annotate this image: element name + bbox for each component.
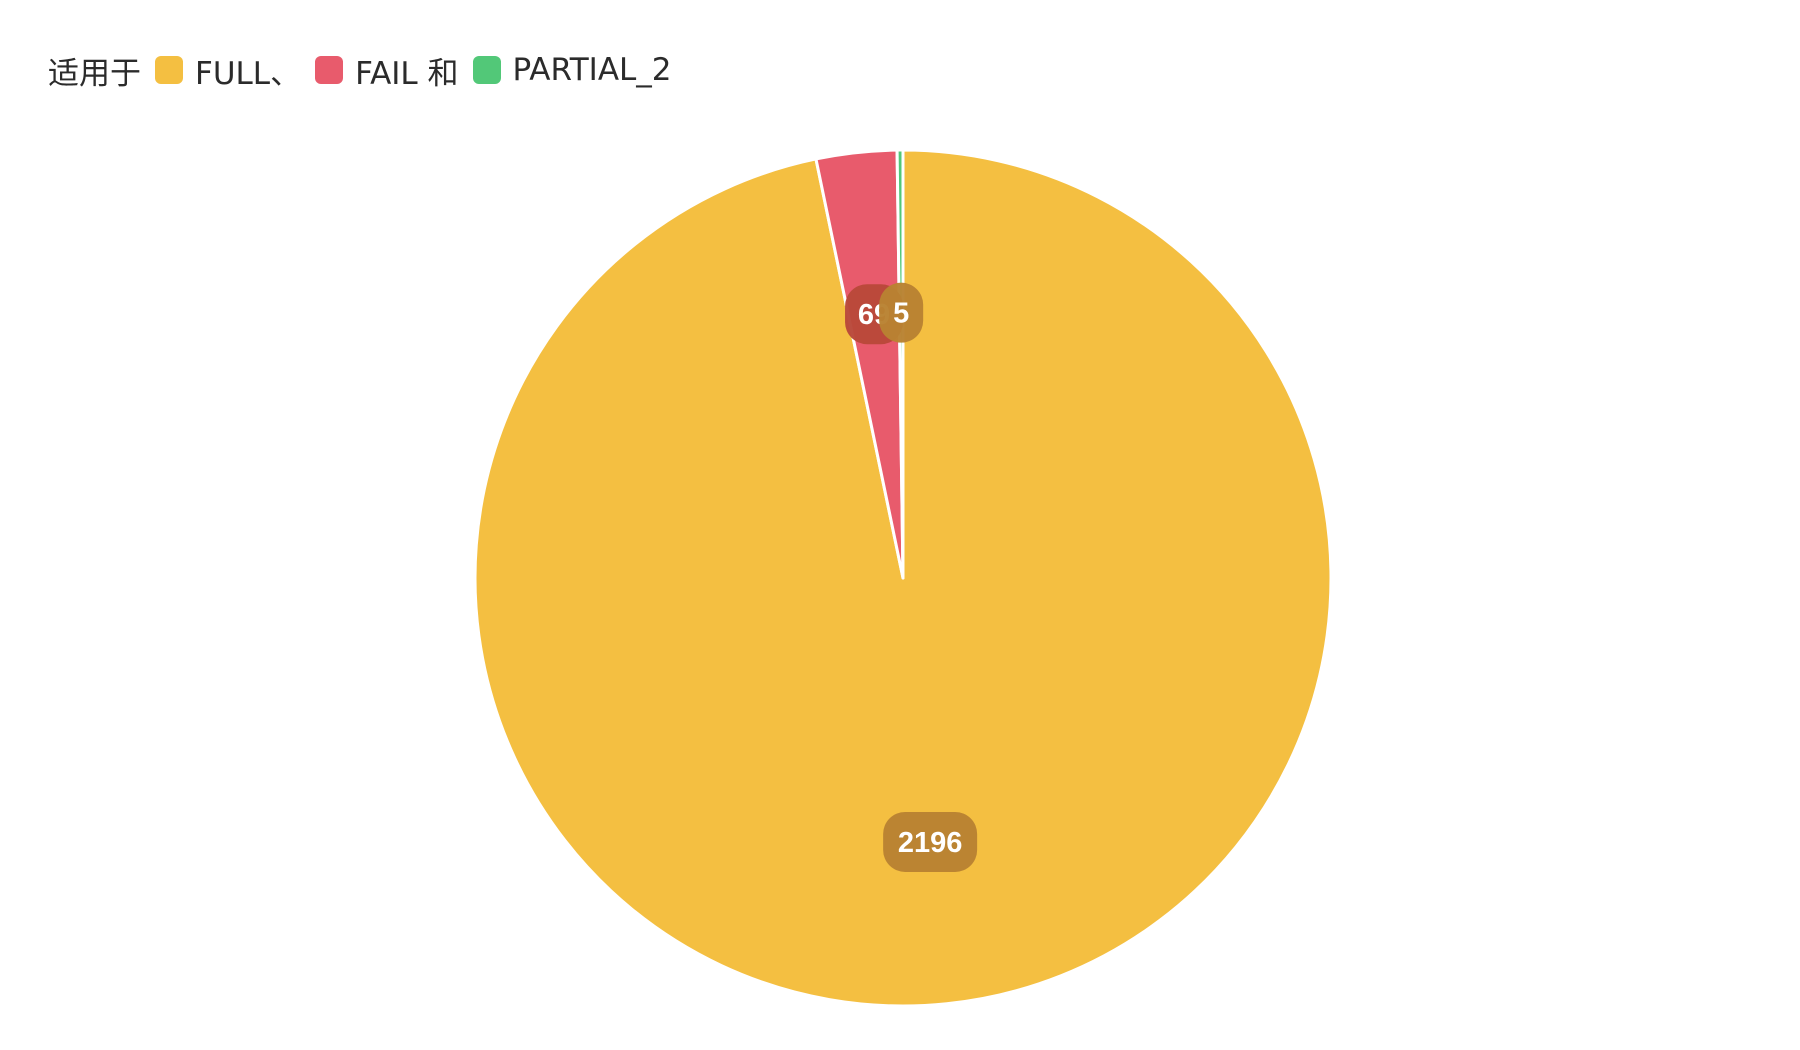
- data-label-text: 5: [893, 298, 909, 330]
- data-label-bg: [879, 282, 924, 343]
- pie-slice-partial-2[interactable]: [895, 148, 905, 580]
- chart-legend: 适用于 FULL、 FAIL 和 PARTIAL_2: [48, 48, 672, 92]
- legend-label-fail[interactable]: FAIL 和: [355, 55, 459, 92]
- data-label-full: 2196: [883, 811, 978, 872]
- legend-swatch-fail[interactable]: [315, 56, 344, 84]
- legend-prefix: 适用于: [48, 55, 141, 92]
- pie-slices: [473, 148, 1333, 1008]
- data-label-partial-2: 5: [879, 282, 924, 343]
- data-label-text: 2196: [898, 827, 963, 859]
- legend-swatch-full[interactable]: [155, 56, 183, 84]
- legend-label-partial[interactable]: PARTIAL_2: [512, 52, 672, 88]
- legend-label-full[interactable]: FULL、: [195, 55, 302, 92]
- data-label-bg: [883, 811, 978, 872]
- legend-swatch-partial[interactable]: [472, 56, 501, 84]
